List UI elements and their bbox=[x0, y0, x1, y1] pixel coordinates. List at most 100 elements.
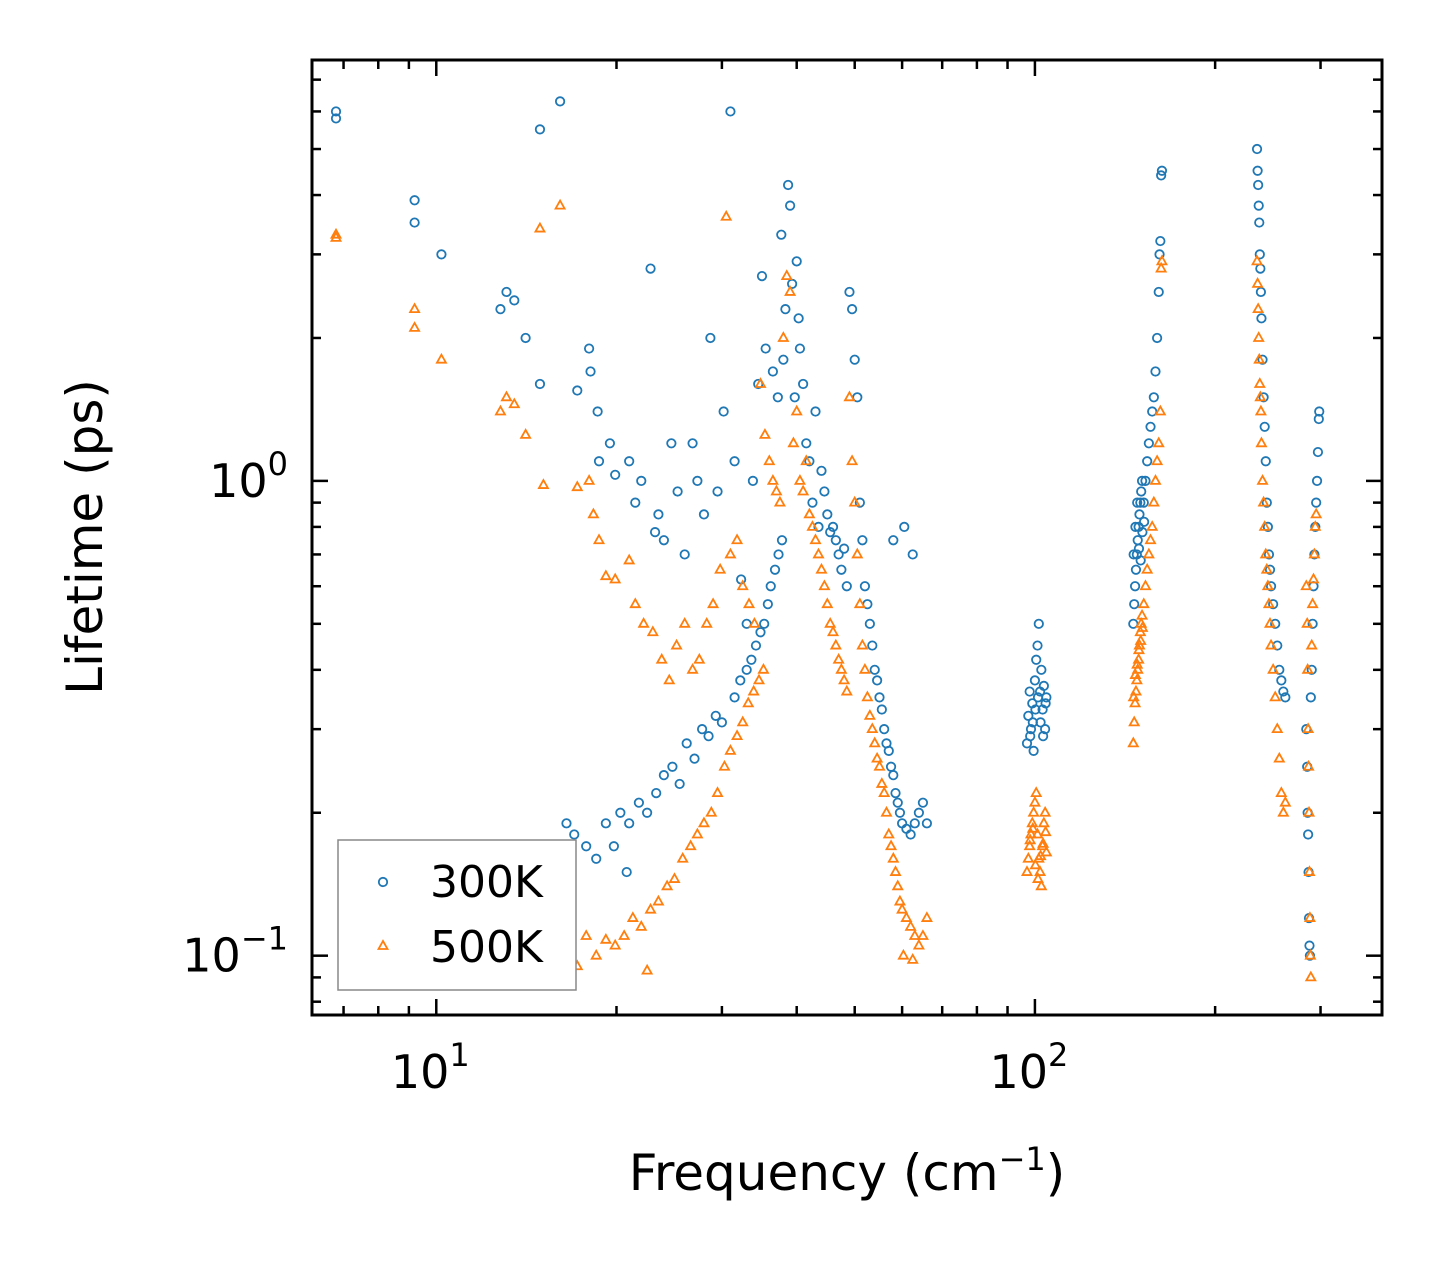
data-point-500k bbox=[1132, 643, 1145, 655]
data-point-300k bbox=[888, 535, 899, 546]
axis-ticks bbox=[312, 60, 1382, 1015]
data-point-500k bbox=[1258, 520, 1271, 531]
data-point-500k bbox=[1255, 436, 1268, 448]
data-point-500k bbox=[644, 902, 657, 914]
data-point-500k bbox=[623, 553, 636, 565]
data-point-300k bbox=[1143, 438, 1154, 449]
data-point-500k bbox=[1304, 970, 1317, 982]
data-point-500k bbox=[1028, 795, 1041, 807]
data-point-500k bbox=[742, 597, 756, 609]
data-point-500k bbox=[691, 827, 704, 839]
data-point-300k bbox=[615, 807, 626, 818]
data-point-300k bbox=[1311, 475, 1323, 486]
data-point-500k bbox=[684, 839, 697, 851]
data-point-500k bbox=[1037, 816, 1050, 828]
data-point-300k bbox=[561, 818, 572, 829]
data-point-500k bbox=[1155, 254, 1168, 266]
data-point-300k bbox=[1256, 313, 1267, 324]
data-point-300k bbox=[583, 343, 595, 354]
data-point-500k bbox=[853, 597, 866, 609]
data-point-500k bbox=[554, 198, 567, 210]
data-point-300k bbox=[1260, 456, 1271, 467]
legend-marker-500k bbox=[376, 939, 390, 950]
data-point-300k bbox=[592, 406, 603, 417]
data-point-500k bbox=[1029, 858, 1042, 870]
data-point-500k bbox=[861, 690, 874, 702]
data-point-500k bbox=[1139, 579, 1152, 591]
data-point-300k bbox=[1303, 829, 1314, 840]
data-point-300k bbox=[879, 724, 890, 735]
x-tick-label: 102 bbox=[989, 1036, 1068, 1099]
data-point-500k bbox=[494, 404, 507, 416]
data-point-300k bbox=[876, 704, 887, 715]
data-point-300k bbox=[909, 818, 920, 829]
data-point-500k bbox=[1309, 520, 1322, 531]
data-point-300k bbox=[921, 818, 932, 829]
data-point-500k bbox=[1273, 751, 1286, 763]
data-point-500k bbox=[1261, 579, 1274, 591]
data-point-500k bbox=[1035, 879, 1048, 891]
data-point-300k bbox=[569, 829, 580, 840]
data-point-500k bbox=[1020, 865, 1034, 876]
data-point-300k bbox=[1134, 509, 1145, 520]
data-point-500k bbox=[537, 478, 550, 489]
data-point-500k bbox=[583, 474, 596, 485]
data-point-300k bbox=[899, 521, 910, 533]
data-point-500k bbox=[1136, 621, 1149, 632]
data-point-500k bbox=[700, 616, 713, 628]
data-point-300k bbox=[1025, 724, 1037, 735]
data-point-500k bbox=[742, 696, 755, 708]
data-point-500k bbox=[1131, 657, 1144, 669]
data-point-300k bbox=[1306, 664, 1317, 675]
data-point-300k bbox=[1265, 581, 1277, 592]
data-point-500k bbox=[763, 454, 776, 466]
scatter-series-layer bbox=[329, 96, 1325, 982]
data-point-300k bbox=[1253, 179, 1264, 191]
data-point-300k bbox=[1153, 286, 1164, 298]
data-point-500k bbox=[652, 894, 665, 906]
data-point-300k bbox=[885, 761, 897, 772]
data-point-500k bbox=[1252, 331, 1265, 342]
data-point-500k bbox=[1300, 579, 1313, 591]
data-point-500k bbox=[900, 911, 913, 922]
data-point-300k bbox=[750, 640, 762, 651]
data-point-500k bbox=[835, 662, 848, 674]
data-point-300k bbox=[651, 788, 662, 799]
legend-entry-500k bbox=[376, 939, 390, 950]
y-tick-label: 10−1 bbox=[182, 920, 288, 983]
data-point-500k bbox=[871, 751, 884, 763]
data-point-300k bbox=[867, 640, 878, 651]
data-point-500k bbox=[920, 911, 933, 922]
series-500k bbox=[329, 198, 1323, 982]
x-axis-label-superscript: −1 bbox=[999, 1140, 1046, 1178]
data-point-500k bbox=[1142, 547, 1155, 559]
data-point-300k bbox=[658, 535, 669, 546]
legend-box bbox=[337, 839, 577, 991]
data-point-500k bbox=[1024, 833, 1037, 845]
data-point-300k bbox=[846, 304, 858, 315]
data-point-300k bbox=[780, 304, 791, 315]
data-point-500k bbox=[1030, 786, 1043, 798]
data-point-500k bbox=[858, 662, 871, 674]
data-point-300k bbox=[778, 354, 789, 365]
data-point-300k bbox=[907, 549, 918, 560]
data-point-500k bbox=[1136, 608, 1149, 620]
data-point-500k bbox=[1022, 851, 1035, 863]
data-point-500k bbox=[637, 616, 650, 628]
data-point-300k bbox=[789, 392, 800, 403]
data-point-300k bbox=[883, 745, 894, 756]
data-point-300k bbox=[698, 509, 710, 520]
data-point-500k bbox=[508, 397, 521, 409]
data-point-500k bbox=[629, 597, 642, 609]
data-point-300k bbox=[593, 456, 605, 467]
data-point-500k bbox=[793, 474, 806, 485]
data-point-300k bbox=[1278, 686, 1289, 697]
data-point-300k bbox=[841, 581, 852, 592]
data-point-500k bbox=[626, 911, 639, 922]
data-point-500k bbox=[714, 562, 727, 574]
data-point-300k bbox=[520, 332, 531, 344]
data-point-300k bbox=[681, 738, 692, 749]
data-point-500k bbox=[784, 285, 797, 296]
y-axis-label: Lifetime (ps) bbox=[56, 379, 114, 695]
data-point-500k bbox=[875, 777, 888, 788]
